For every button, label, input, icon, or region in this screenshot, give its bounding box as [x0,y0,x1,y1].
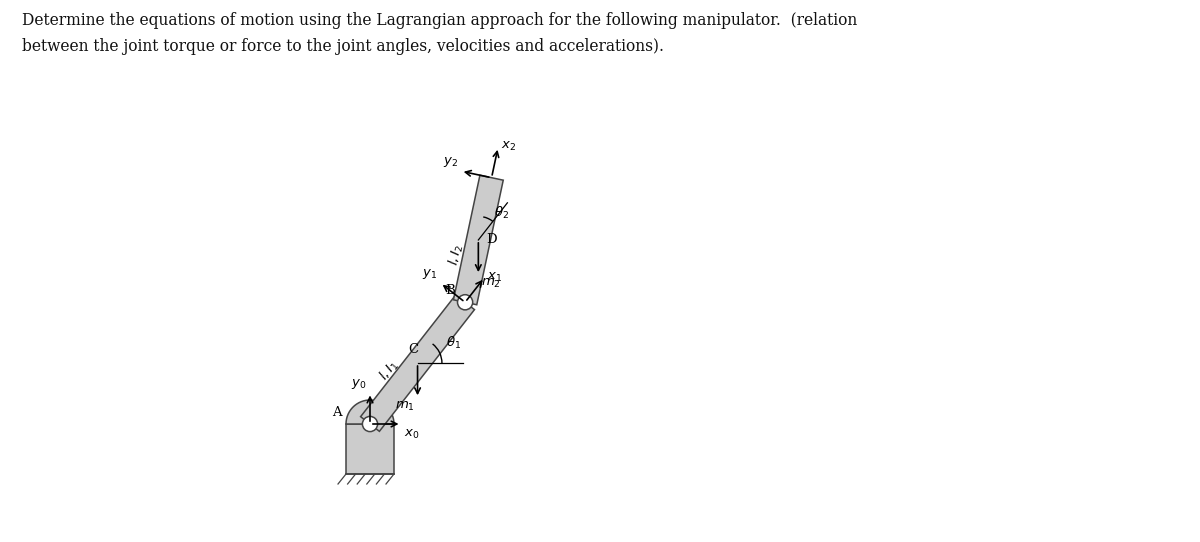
Polygon shape [346,400,394,424]
Text: D: D [486,233,497,246]
Polygon shape [346,424,394,474]
Text: $\theta_2$: $\theta_2$ [494,205,509,221]
Text: C: C [408,343,419,356]
Text: A: A [332,405,342,418]
Polygon shape [361,295,474,431]
Text: $\theta_1$: $\theta_1$ [446,335,462,351]
Text: $x_1$: $x_1$ [487,271,503,284]
Text: between the joint torque or force to the joint angles, velocities and accelerati: between the joint torque or force to the… [22,38,664,55]
Text: $x_2$: $x_2$ [502,140,516,153]
Text: $m_1$: $m_1$ [395,400,414,413]
Polygon shape [454,175,503,305]
Text: Determine the equations of motion using the Lagrangian approach for the followin: Determine the equations of motion using … [22,12,857,29]
Text: $y_1$: $y_1$ [422,267,437,281]
Text: $x_0$: $x_0$ [404,428,420,441]
Text: $y_2$: $y_2$ [443,155,458,169]
Circle shape [362,416,378,431]
Text: B: B [445,284,455,297]
Circle shape [457,295,473,310]
Text: $m_2$: $m_2$ [481,277,502,290]
Text: $l, I_2$: $l, I_2$ [446,243,467,267]
Text: $y_0$: $y_0$ [350,377,366,391]
Text: $l, I_1$: $l, I_1$ [376,357,402,384]
